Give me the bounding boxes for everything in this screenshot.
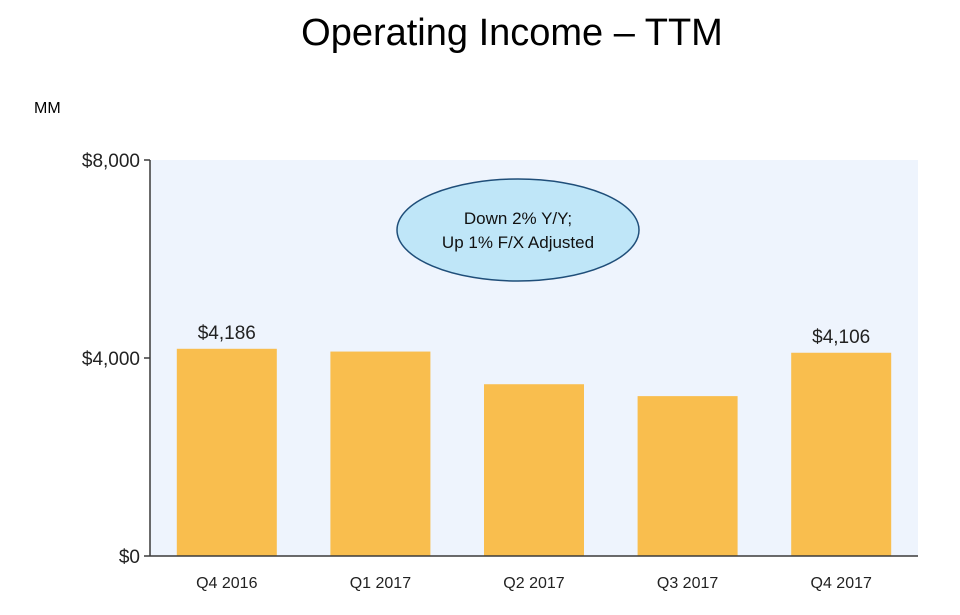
x-ticks-group: Q4 2016 Q1 2017 Q2 2017 Q3 2017 Q4 2017 — [196, 575, 872, 592]
annotation-line-1: Down 2% Y/Y; — [464, 209, 572, 228]
y-tick-label-2: $8,000 — [82, 151, 140, 172]
annotation-line-2: Up 1% F/X Adjusted — [442, 233, 594, 252]
bars-group — [176, 348, 892, 556]
bar-0 — [176, 348, 277, 556]
bar-3 — [637, 396, 738, 556]
bar-2 — [484, 384, 584, 556]
y-tick-label-0: $0 — [119, 547, 140, 568]
x-tick-label-2: Q2 2017 — [503, 575, 564, 592]
data-label-0: $4,186 — [198, 323, 256, 344]
data-labels-group: $4,186 $4,106 — [198, 323, 871, 348]
x-tick-label-4: Q4 2017 — [811, 575, 872, 592]
x-tick-label-1: Q1 2017 — [350, 575, 411, 592]
y-ticks-group: $0 $4,000 $8,000 — [82, 151, 150, 568]
y-tick-label-1: $4,000 — [82, 349, 140, 370]
bar-4 — [791, 352, 892, 556]
annotation-ellipse — [396, 178, 640, 282]
data-label-4: $4,106 — [812, 327, 870, 348]
annotation-callout: Down 2% Y/Y; Up 1% F/X Adjusted — [396, 178, 640, 282]
x-tick-label-0: Q4 2016 — [196, 575, 257, 592]
bar-1 — [330, 351, 431, 556]
chart-title: Operating Income – TTM — [301, 12, 723, 54]
unit-label: MM — [34, 100, 61, 117]
x-tick-label-3: Q3 2017 — [657, 575, 718, 592]
